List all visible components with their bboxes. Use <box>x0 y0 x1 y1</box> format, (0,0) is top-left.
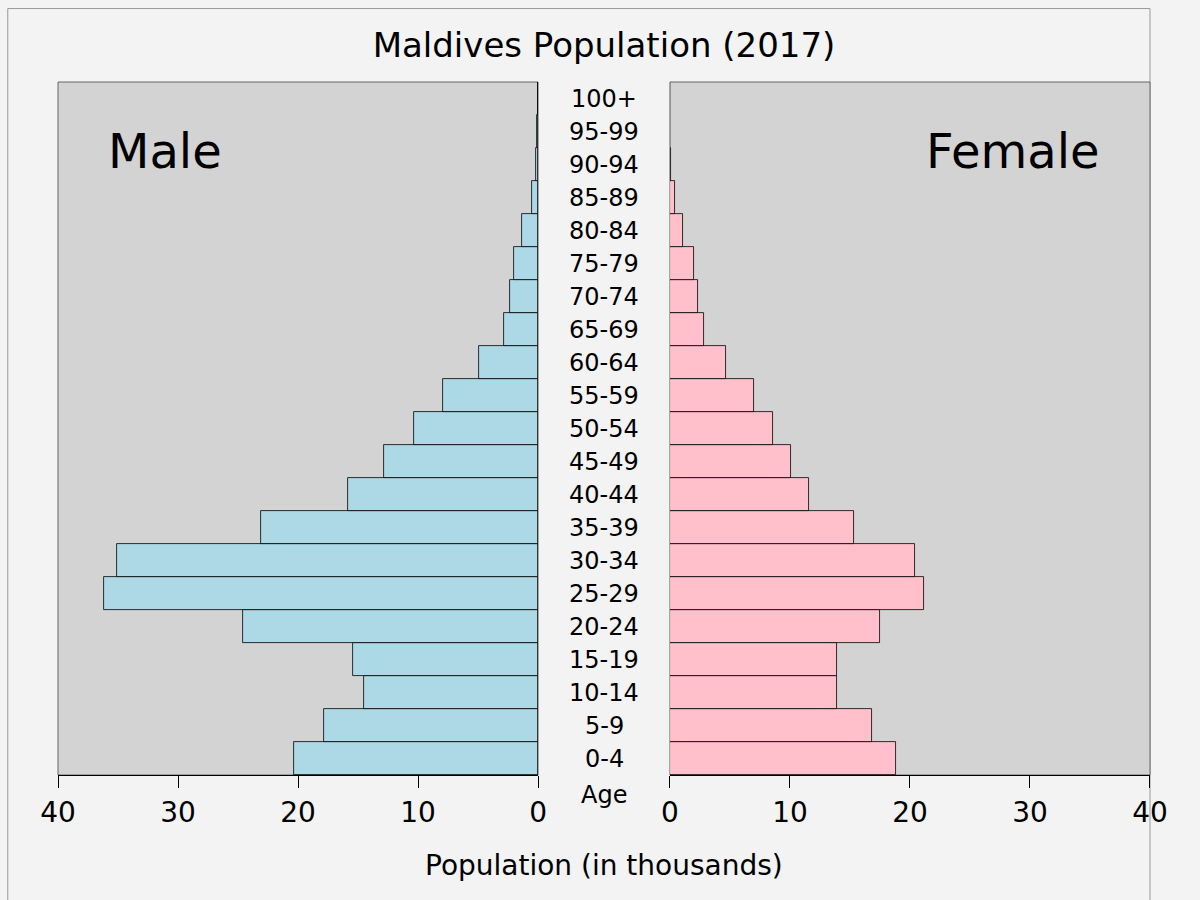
svg-text:Male: Male <box>108 123 222 179</box>
svg-text:95-99: 95-99 <box>569 118 639 146</box>
svg-text:10: 10 <box>772 796 808 829</box>
svg-text:20: 20 <box>280 796 316 829</box>
svg-text:30: 30 <box>160 796 196 829</box>
svg-text:40: 40 <box>1132 796 1168 829</box>
svg-text:Maldives Population (2017): Maldives Population (2017) <box>373 25 836 65</box>
svg-text:Population (in thousands): Population (in thousands) <box>425 849 783 882</box>
svg-text:70-74: 70-74 <box>569 283 639 311</box>
svg-text:0: 0 <box>529 796 547 829</box>
svg-text:30: 30 <box>1012 796 1048 829</box>
svg-text:5-9: 5-9 <box>585 712 624 740</box>
svg-text:50-54: 50-54 <box>569 415 639 443</box>
svg-text:10: 10 <box>400 796 436 829</box>
svg-text:35-39: 35-39 <box>569 514 639 542</box>
svg-text:90-94: 90-94 <box>569 151 639 179</box>
svg-text:65-69: 65-69 <box>569 316 639 344</box>
svg-text:55-59: 55-59 <box>569 382 639 410</box>
svg-text:100+: 100+ <box>571 85 637 113</box>
svg-text:60-64: 60-64 <box>569 349 639 377</box>
svg-text:40-44: 40-44 <box>569 481 639 509</box>
svg-text:45-49: 45-49 <box>569 448 639 476</box>
svg-text:15-19: 15-19 <box>569 646 639 674</box>
svg-text:Female: Female <box>926 123 1100 179</box>
svg-text:Age: Age <box>581 781 627 809</box>
svg-text:25-29: 25-29 <box>569 580 639 608</box>
svg-text:80-84: 80-84 <box>569 217 639 245</box>
svg-text:75-79: 75-79 <box>569 250 639 278</box>
svg-text:0-4: 0-4 <box>585 745 624 773</box>
svg-text:20: 20 <box>892 796 928 829</box>
svg-text:40: 40 <box>40 796 76 829</box>
svg-text:0: 0 <box>661 796 679 829</box>
svg-text:20-24: 20-24 <box>569 613 639 641</box>
svg-text:10-14: 10-14 <box>569 679 639 707</box>
svg-text:85-89: 85-89 <box>569 184 639 212</box>
svg-text:30-34: 30-34 <box>569 547 639 575</box>
